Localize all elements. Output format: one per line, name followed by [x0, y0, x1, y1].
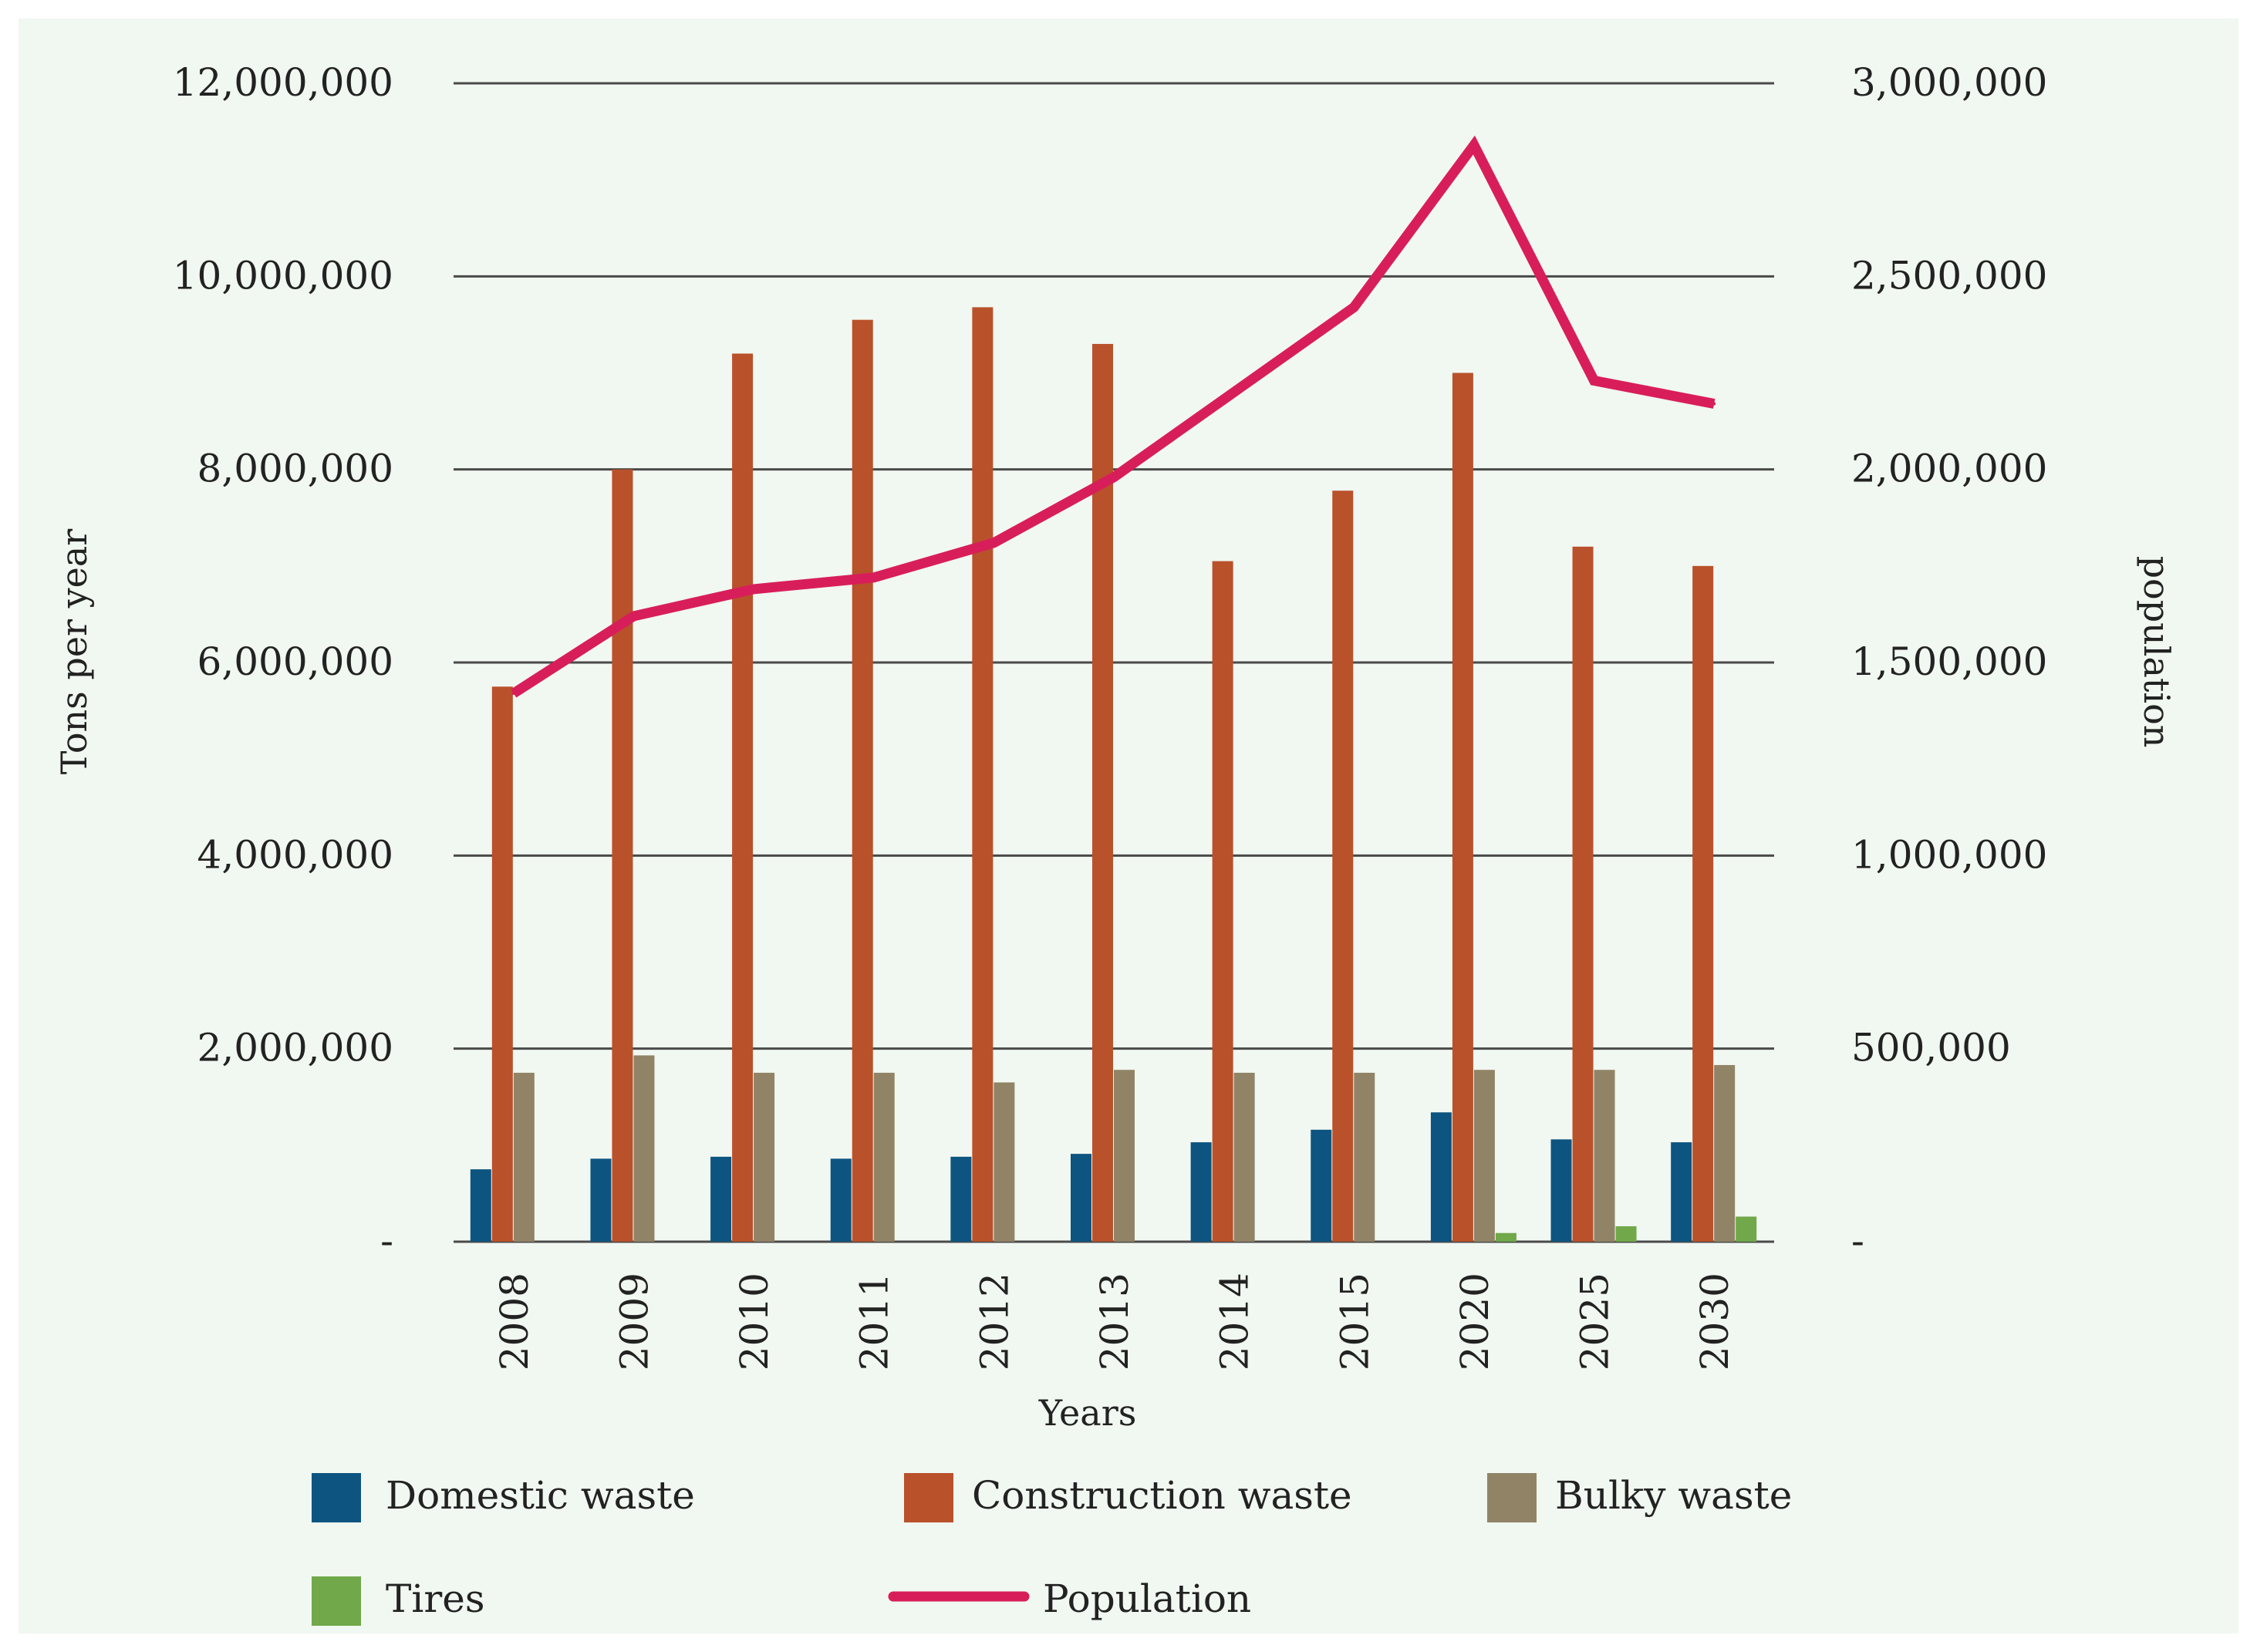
population-point	[1112, 475, 1115, 479]
population-point	[1352, 305, 1356, 309]
bar-bulky-waste	[754, 1072, 775, 1242]
bar-construction-waste	[732, 353, 754, 1242]
bar-domestic-waste	[830, 1158, 852, 1242]
population-point	[511, 692, 515, 696]
y-tick-label: 12,000,000	[173, 60, 393, 105]
bar-construction-waste	[612, 469, 633, 1242]
bar-tires	[1495, 1232, 1516, 1242]
bar-domestic-waste	[470, 1169, 491, 1242]
population-point	[1232, 390, 1236, 394]
y2-tick-label: 1,500,000	[1851, 639, 2047, 684]
y-tick-label: 10,000,000	[173, 253, 393, 298]
bar-domestic-waste	[950, 1156, 972, 1242]
population-point	[1712, 402, 1716, 406]
bar-domestic-waste	[590, 1158, 612, 1242]
bar-construction-waste	[1212, 561, 1233, 1242]
y-tick-label: -	[380, 1219, 393, 1263]
population-point	[632, 614, 636, 618]
bar-series	[470, 307, 1757, 1242]
x-tick-label: 2011	[852, 1273, 897, 1370]
y-tick-label: 6,000,000	[197, 639, 393, 684]
population-point	[1592, 379, 1596, 383]
legend-label-tires: Tires	[386, 1576, 485, 1621]
bar-tires	[1615, 1226, 1637, 1242]
legend-swatch-bulky-waste	[1487, 1473, 1537, 1522]
bar-construction-waste	[1332, 491, 1354, 1242]
right-axis-ticks: - 500,000 1,000,000 1,500,000 2,000,000 2,500…	[1851, 60, 2047, 1263]
bar-construction-waste	[1452, 373, 1473, 1242]
legend-label-population: Population	[1043, 1576, 1251, 1621]
bar-bulky-waste	[1354, 1072, 1375, 1242]
bar-bulky-waste	[1473, 1070, 1495, 1242]
bar-tires	[1736, 1216, 1757, 1242]
y2-axis-title: population	[2136, 556, 2178, 748]
y2-tick-label: 1,000,000	[1851, 832, 2047, 877]
bar-domestic-waste	[1071, 1154, 1091, 1242]
legend-swatch-construction-waste	[904, 1473, 953, 1522]
legend-swatch-domestic-waste	[312, 1473, 361, 1522]
bar-bulky-waste	[873, 1072, 895, 1242]
x-tick-label: 2012	[972, 1273, 1017, 1370]
population-point	[872, 575, 875, 579]
y-tick-label: 8,000,000	[197, 447, 393, 491]
y2-tick-label: -	[1851, 1219, 1864, 1263]
x-tick-label: 2025	[1573, 1273, 1618, 1370]
y2-tick-label: 3,000,000	[1851, 60, 2047, 105]
y2-tick-label: 2,500,000	[1851, 253, 2047, 298]
bar-construction-waste	[852, 319, 873, 1242]
bar-bulky-waste	[1114, 1070, 1135, 1242]
bar-domestic-waste	[1430, 1112, 1452, 1242]
legend-label-construction-waste: Construction waste	[972, 1473, 1352, 1518]
bar-bulky-waste	[513, 1072, 535, 1242]
bar-domestic-waste	[1311, 1129, 1332, 1242]
y-axis-title: Tons per year	[53, 529, 95, 775]
legend-swatch-tires	[312, 1576, 361, 1626]
bar-domestic-waste	[1550, 1139, 1572, 1242]
bar-domestic-waste	[710, 1156, 732, 1242]
bar-domestic-waste	[1190, 1142, 1212, 1242]
x-axis-ticks: 2008 2009 2010 2011 2012 2013 2014 2015 2020 2025…	[492, 1273, 1737, 1370]
bar-bulky-waste	[633, 1055, 655, 1242]
legend: Domestic waste Construction waste Bulky wa…	[312, 1473, 1792, 1626]
population-point	[752, 587, 756, 591]
population-point	[992, 541, 996, 544]
x-tick-label: 2020	[1452, 1273, 1497, 1370]
x-tick-label: 2015	[1332, 1273, 1377, 1370]
chart-background	[19, 19, 2238, 1633]
x-tick-label: 2030	[1692, 1273, 1737, 1370]
y2-tick-label: 2,000,000	[1851, 447, 2047, 491]
x-tick-label: 2009	[612, 1273, 656, 1370]
bar-bulky-waste	[1233, 1072, 1255, 1242]
gridlines	[454, 82, 1774, 1243]
y-tick-label: 2,000,000	[197, 1026, 393, 1070]
bar-construction-waste	[491, 686, 513, 1242]
x-tick-label: 2008	[492, 1273, 537, 1370]
legend-label-domestic-waste: Domestic waste	[386, 1473, 695, 1518]
left-axis-ticks: - 2,000,000 4,000,000 6,000,000 8,000,000 10,…	[173, 60, 393, 1263]
population-line-layer	[511, 135, 1716, 698]
x-tick-label: 2013	[1092, 1273, 1137, 1370]
bar-construction-waste	[1572, 546, 1594, 1242]
population-point	[1472, 143, 1476, 147]
bar-domestic-waste	[1671, 1142, 1692, 1242]
bar-construction-waste	[972, 307, 994, 1242]
bar-bulky-waste	[1714, 1064, 1736, 1242]
bar-bulky-waste	[1594, 1070, 1615, 1242]
y2-tick-label: 500,000	[1851, 1026, 2011, 1070]
bar-construction-waste	[1092, 343, 1113, 1242]
x-axis-title: Years	[1038, 1392, 1137, 1434]
x-tick-label: 2010	[732, 1273, 777, 1370]
legend-label-bulky-waste: Bulky waste	[1555, 1473, 1792, 1518]
bar-construction-waste	[1692, 565, 1714, 1242]
x-tick-label: 2014	[1213, 1273, 1257, 1370]
bar-bulky-waste	[994, 1082, 1015, 1242]
y-tick-label: 4,000,000	[197, 832, 393, 877]
